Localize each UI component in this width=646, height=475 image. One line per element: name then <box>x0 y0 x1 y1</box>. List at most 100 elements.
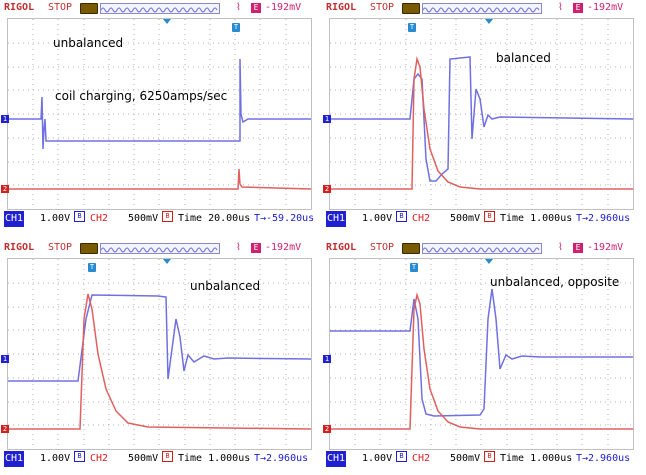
waveform-display <box>8 259 311 449</box>
status-bar: RIGOL STOP ⌇ E -192mV <box>0 0 318 16</box>
trigger-marker[interactable]: T <box>408 23 416 32</box>
trigger-position-icon: T→ <box>576 453 589 464</box>
ch2-trace <box>8 293 311 430</box>
ch1-scale: 1.00V <box>40 453 71 464</box>
ch1-marker[interactable]: 1 <box>323 115 331 123</box>
waveform-screen: 1 2 T unbalanced coil charging, 6250amps… <box>1 18 312 210</box>
scope-panel-bottom-left: RIGOL STOP ⌇ E -192mV 1 2 T unbalanced C… <box>0 240 318 470</box>
ch2-marker[interactable]: 2 <box>1 425 9 433</box>
battery-icon <box>80 243 98 254</box>
brand-label: RIGOL <box>326 2 357 13</box>
ch1-bandwidth-icon: B <box>74 451 85 462</box>
battery-icon <box>402 243 420 254</box>
ch2-marker[interactable]: 2 <box>323 425 331 433</box>
ch1-scale: 1.00V <box>40 213 71 224</box>
info-bar: CH1 1.00V B CH2 500mV B Time 1.000us T→ … <box>322 211 640 227</box>
ch2-badge[interactable]: CH2 <box>412 213 431 224</box>
ch1-trace <box>330 56 633 182</box>
annotation-2: coil charging, 6250amps/sec <box>55 89 228 103</box>
brand-label: RIGOL <box>326 242 357 253</box>
memory-position-bar <box>100 3 220 14</box>
ch2-trace <box>330 56 633 190</box>
brand-label: RIGOL <box>4 242 35 253</box>
status-bar: RIGOL STOP ⌇ E -192mV <box>322 0 640 16</box>
memory-position-bar <box>422 3 542 14</box>
ch2-badge[interactable]: CH2 <box>90 453 109 464</box>
info-bar: CH1 1.00V B CH2 500mV B Time 1.000us T→ … <box>322 451 640 467</box>
ch1-bandwidth-icon: B <box>396 451 407 462</box>
graticule <box>8 19 311 209</box>
rising-edge-icon: ⌇ <box>236 2 241 13</box>
trigger-level: -192mV <box>265 242 302 253</box>
battery-icon <box>402 3 420 14</box>
ch2-bandwidth-icon: B <box>484 211 495 222</box>
ch2-bandwidth-icon: B <box>162 451 173 462</box>
ch2-badge[interactable]: CH2 <box>412 453 431 464</box>
timebase: Time 1.000us <box>500 213 573 224</box>
trigger-level: -192mV <box>265 2 302 13</box>
trigger-marker[interactable]: T <box>88 263 96 272</box>
timebase: Time 1.000us <box>500 453 573 464</box>
ch2-marker[interactable]: 2 <box>1 185 9 193</box>
battery-icon <box>80 3 98 14</box>
trigger-level: -192mV <box>587 242 624 253</box>
rising-edge-icon: ⌇ <box>236 242 241 253</box>
ch1-marker[interactable]: 1 <box>1 115 9 123</box>
scope-panel-top-left: RIGOL STOP ⌇ E -192mV 1 2 T unbalanced c… <box>0 0 318 230</box>
waveform-display <box>330 259 633 449</box>
scope-panel-bottom-right: RIGOL STOP ⌇ E -192mV 1 2 T unbalanced, … <box>322 240 640 470</box>
run-status[interactable]: STOP <box>370 2 395 13</box>
ch1-trace <box>8 58 311 150</box>
trigger-arrow-icon <box>163 259 171 264</box>
ch1-badge[interactable]: CH1 <box>4 211 25 227</box>
trigger-edge-icon: E <box>251 3 261 13</box>
waveform-screen: 1 2 T balanced <box>323 18 634 210</box>
run-status[interactable]: STOP <box>370 242 395 253</box>
ch2-scale: 500mV <box>128 453 159 464</box>
ch2-marker[interactable]: 2 <box>323 185 331 193</box>
brand-label: RIGOL <box>4 2 35 13</box>
trigger-position: 2.960us <box>588 213 631 224</box>
trigger-arrow-icon <box>163 19 171 24</box>
ch1-badge[interactable]: CH1 <box>326 211 347 227</box>
ch2-badge[interactable]: CH2 <box>90 213 109 224</box>
trigger-marker[interactable]: T <box>410 263 418 272</box>
status-bar: RIGOL STOP ⌇ E -192mV <box>322 240 640 256</box>
trigger-edge-icon: E <box>573 243 583 253</box>
trigger-position-icon: T→ <box>254 213 267 224</box>
trigger-position-icon: T→ <box>576 213 589 224</box>
graticule <box>8 259 311 449</box>
graticule <box>330 19 633 209</box>
trigger-position-icon: T→ <box>254 453 267 464</box>
trigger-arrow-icon <box>485 19 493 24</box>
trigger-position: 2.960us <box>588 453 631 464</box>
run-status[interactable]: STOP <box>48 242 73 253</box>
ch1-badge[interactable]: CH1 <box>326 451 347 467</box>
ch2-trace <box>330 292 633 430</box>
trigger-marker[interactable]: T <box>232 23 240 32</box>
info-bar: CH1 1.00V B CH2 500mV B Time 20.00us T→ … <box>0 211 318 227</box>
ch2-scale: 500mV <box>450 453 481 464</box>
ch2-scale: 500mV <box>450 213 481 224</box>
ch1-scale: 1.00V <box>362 453 393 464</box>
annotation-1: unbalanced, opposite <box>490 275 620 289</box>
trigger-edge-icon: E <box>573 3 583 13</box>
ch1-bandwidth-icon: B <box>396 211 407 222</box>
graticule <box>330 259 633 449</box>
trigger-position: 2.960us <box>266 453 309 464</box>
waveform-display <box>330 19 633 209</box>
ch1-bandwidth-icon: B <box>74 211 85 222</box>
ch1-badge[interactable]: CH1 <box>4 451 25 467</box>
timebase: Time 1.000us <box>178 453 251 464</box>
ch1-trace <box>8 294 311 382</box>
waveform-display <box>8 19 311 209</box>
ch2-bandwidth-icon: B <box>162 211 173 222</box>
run-status[interactable]: STOP <box>48 2 73 13</box>
ch1-marker[interactable]: 1 <box>323 355 331 363</box>
status-bar: RIGOL STOP ⌇ E -192mV <box>0 240 318 256</box>
ch2-trace <box>8 168 311 190</box>
rising-edge-icon: ⌇ <box>558 2 563 13</box>
waveform-screen: 1 2 T unbalanced, opposite <box>323 258 634 450</box>
ch1-marker[interactable]: 1 <box>1 355 9 363</box>
scope-panel-top-right: RIGOL STOP ⌇ E -192mV 1 2 T balanced CH1… <box>322 0 640 230</box>
